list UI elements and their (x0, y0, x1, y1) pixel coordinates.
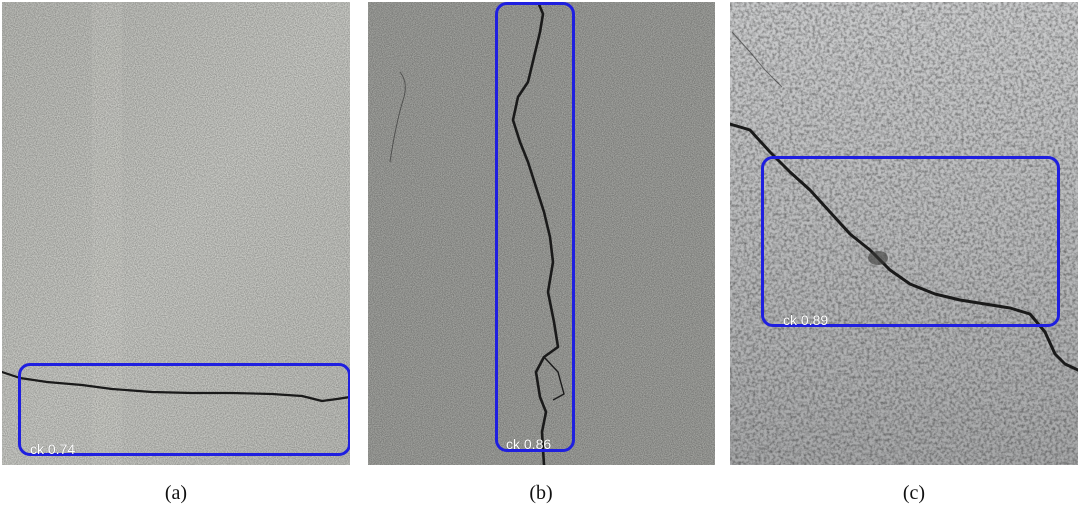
crack-line-c (730, 122, 1078, 372)
detection-box-b (495, 2, 575, 452)
detection-label-c: ck 0.89 (783, 312, 829, 328)
detection-label-b: ck 0.86 (506, 436, 552, 452)
detection-label-a: ck 0.74 (30, 441, 76, 457)
photo-panel-b: ck 0.86 (368, 2, 715, 465)
detection-box-c (761, 156, 1060, 327)
photo-panel-c: ck 0.89 (730, 2, 1078, 465)
concrete-photo-b (368, 2, 715, 465)
caption-c: (c) (902, 482, 926, 504)
caption-b: (b) (529, 482, 553, 504)
crack-line-a (2, 370, 350, 403)
concrete-photo-a (2, 2, 350, 465)
concrete-photo-c (730, 2, 1078, 465)
detection-box-a (18, 363, 350, 456)
crack-line-b (511, 2, 560, 465)
caption-a: (a) (164, 482, 188, 504)
photo-panel-a: ck 0.74 (2, 2, 350, 465)
